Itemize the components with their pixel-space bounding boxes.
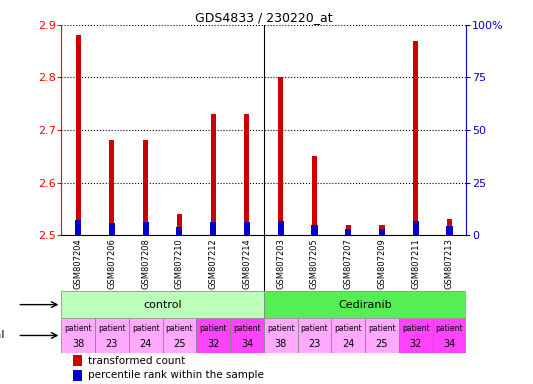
Text: 32: 32	[207, 339, 220, 349]
Bar	[447, 226, 453, 235]
Text: transformed count: transformed count	[87, 356, 185, 366]
Bar	[346, 225, 351, 235]
Bar	[143, 222, 149, 235]
Bar	[75, 220, 81, 235]
Text: patient: patient	[64, 324, 92, 333]
Bar	[278, 78, 283, 235]
Text: patient: patient	[402, 324, 430, 333]
Bar	[163, 318, 196, 353]
Text: 34: 34	[443, 339, 456, 349]
Bar	[74, 356, 83, 366]
Text: GSM807211: GSM807211	[411, 238, 420, 288]
Text: 24: 24	[342, 339, 354, 349]
Bar	[95, 318, 129, 353]
Text: control: control	[143, 300, 182, 310]
Bar	[379, 225, 384, 235]
Text: GSM807214: GSM807214	[243, 238, 252, 288]
Text: GSM807209: GSM807209	[377, 238, 386, 288]
Text: GSM807203: GSM807203	[276, 238, 285, 289]
Text: patient: patient	[334, 324, 362, 333]
Text: 25: 25	[173, 339, 185, 349]
Text: patient: patient	[368, 324, 396, 333]
Text: GSM807210: GSM807210	[175, 238, 184, 288]
Text: 34: 34	[241, 339, 253, 349]
Bar	[61, 291, 264, 318]
Text: 38: 38	[72, 339, 84, 349]
Text: 25: 25	[376, 339, 388, 349]
Bar	[413, 41, 418, 235]
Text: Cediranib: Cediranib	[338, 300, 392, 310]
Bar	[245, 114, 249, 235]
Text: GSM807207: GSM807207	[344, 238, 353, 289]
Text: patient: patient	[267, 324, 295, 333]
Text: patient: patient	[233, 324, 261, 333]
Bar	[61, 318, 95, 353]
Bar	[177, 214, 182, 235]
Bar	[264, 318, 297, 353]
Bar	[211, 114, 216, 235]
Text: patient: patient	[301, 324, 328, 333]
Text: 23: 23	[308, 339, 321, 349]
Bar	[196, 318, 230, 353]
Bar	[210, 222, 216, 235]
Text: patient: patient	[166, 324, 193, 333]
Bar	[230, 318, 264, 353]
Text: 24: 24	[140, 339, 152, 349]
Text: patient: patient	[199, 324, 227, 333]
Text: GSM807206: GSM807206	[108, 238, 116, 289]
Text: 32: 32	[409, 339, 422, 349]
Text: GSM807208: GSM807208	[141, 238, 150, 289]
Text: patient: patient	[98, 324, 126, 333]
Bar	[413, 221, 419, 235]
Bar	[109, 141, 115, 235]
Text: 38: 38	[274, 339, 287, 349]
Bar	[278, 221, 284, 235]
Bar	[129, 318, 163, 353]
Text: patient: patient	[435, 324, 463, 333]
Bar	[379, 229, 385, 235]
Text: percentile rank within the sample: percentile rank within the sample	[87, 370, 263, 380]
Text: GSM807213: GSM807213	[445, 238, 454, 289]
Text: GSM807212: GSM807212	[209, 238, 217, 288]
Bar	[297, 318, 332, 353]
Bar	[365, 318, 399, 353]
Bar	[312, 156, 317, 235]
Bar	[433, 318, 466, 353]
Text: individual: individual	[0, 331, 4, 341]
Bar	[76, 35, 80, 235]
Bar	[264, 291, 466, 318]
Bar	[176, 227, 182, 235]
Bar	[399, 318, 433, 353]
Text: GSM807205: GSM807205	[310, 238, 319, 288]
Text: patient: patient	[132, 324, 159, 333]
Bar	[345, 229, 351, 235]
Bar	[311, 225, 318, 235]
Title: GDS4833 / 230220_at: GDS4833 / 230220_at	[195, 11, 333, 24]
Bar	[109, 223, 115, 235]
Bar	[332, 318, 365, 353]
Bar	[143, 141, 148, 235]
Text: GSM807204: GSM807204	[74, 238, 83, 288]
Bar	[244, 222, 250, 235]
Bar	[447, 219, 452, 235]
Text: 23: 23	[106, 339, 118, 349]
Bar	[74, 370, 83, 381]
